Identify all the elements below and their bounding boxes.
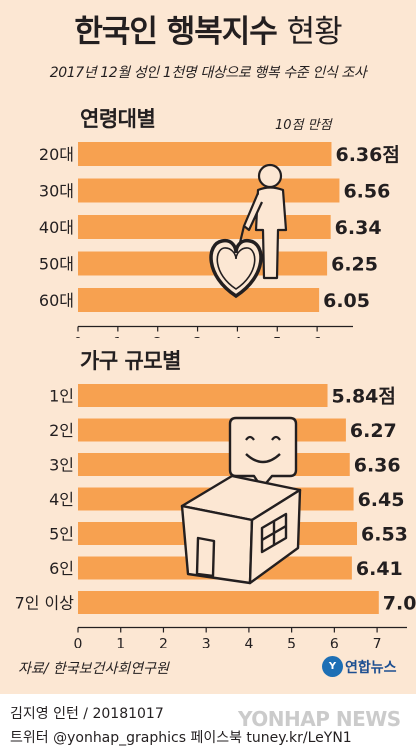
x-tick-label: 6 — [330, 637, 339, 649]
value-label: 6.27 — [350, 420, 397, 442]
x-tick-label: 0 — [74, 637, 83, 649]
category-label: 30대 — [39, 182, 74, 201]
x-tick-label: 4 — [233, 336, 242, 339]
value-label: 6.41 — [356, 558, 403, 580]
category-label: 20대 — [39, 145, 74, 164]
household-section-title: 가구 규모별 — [80, 349, 181, 373]
yonhap-logo: Y 연합뉴스 — [322, 654, 408, 680]
infographic-panel: 한국인 행복지수 현황 2017년 12월 성인 1천명 대상으로 행복 수준 … — [0, 0, 416, 694]
house-icon — [180, 474, 302, 585]
category-label: 50대 — [39, 255, 74, 274]
bar — [78, 215, 331, 239]
page-title: 한국인 행복지수 현황 — [0, 6, 416, 51]
x-tick-label: 7 — [373, 637, 382, 649]
x-tick-label: 6 — [313, 336, 322, 339]
watermark: YONHAP NEWS — [238, 707, 401, 731]
category-label: 2인 — [49, 421, 74, 440]
x-tick-label: 4 — [244, 637, 253, 649]
x-tick-label: 5 — [273, 336, 282, 339]
category-label: 7인 이상 — [15, 594, 75, 613]
category-label: 5인 — [49, 525, 74, 544]
category-label: 6인 — [49, 559, 74, 578]
title-light: 현황 — [286, 14, 343, 50]
value-label: 6.34 — [335, 217, 382, 239]
category-label: 1인 — [49, 387, 74, 406]
yonhap-logo-mark: Y — [322, 656, 343, 677]
household-bar-chart: 1인 5.84점 2인 6.27 3인 6.36 4인 6.45 5인 6.53 6인 6.41 7인 … — [15, 384, 416, 649]
age-section-title: 연령대별 — [80, 107, 156, 131]
bar — [78, 288, 320, 312]
person-icon — [230, 163, 288, 280]
x-tick-label: 1 — [116, 637, 125, 649]
bar — [78, 251, 328, 276]
value-label: 7.04 — [383, 593, 416, 615]
title-bold: 한국인 행복지수 — [74, 14, 277, 50]
bar — [78, 591, 379, 614]
value-label: 6.45 — [358, 489, 405, 511]
category-label: 3인 — [49, 456, 74, 475]
bar — [78, 142, 332, 166]
bar — [78, 453, 350, 476]
value-label: 6.05 — [323, 290, 370, 312]
value-label: 5.84점 — [332, 386, 396, 408]
credit-line: 김지영 인턴 / 20181017 — [10, 706, 164, 722]
bar — [78, 418, 346, 442]
value-label: 6.56 — [343, 181, 390, 203]
bar — [78, 178, 340, 203]
x-tick-label: 2 — [159, 637, 168, 649]
bar — [78, 384, 328, 407]
source-note: 자료/ 한국보건사회연구원 — [18, 661, 169, 677]
category-label: 4인 — [49, 490, 74, 509]
x-tick-label: 5 — [287, 637, 296, 649]
x-tick-label: 1 — [113, 336, 122, 339]
subtitle: 2017년 12월 성인 1천명 대상으로 행복 수준 인식 조사 — [49, 65, 367, 81]
age-bar-chart: 20대 6.36점 30대 6.56 40대 6.34 50대 6.25 60대 6.05 0 1 2 3… — [39, 142, 400, 339]
unit-note: 10점 만점 — [275, 118, 332, 133]
social-line: 트위터 @yonhap_graphics 페이스북 tuney.kr/LeYN1 — [10, 730, 352, 746]
x-tick-label: 3 — [193, 336, 202, 339]
x-tick-label: 3 — [202, 637, 211, 649]
heart-icon — [209, 238, 263, 299]
x-tick-label: 0 — [74, 336, 83, 339]
yonhap-logo-name: 연합뉴스 — [345, 660, 397, 676]
value-label: 6.36점 — [335, 144, 399, 166]
category-label: 40대 — [39, 218, 74, 237]
x-tick-label: 2 — [153, 336, 162, 339]
value-label: 6.53 — [361, 524, 408, 546]
value-label: 6.25 — [331, 254, 378, 276]
category-label: 60대 — [39, 291, 74, 310]
value-label: 6.36 — [354, 455, 401, 477]
